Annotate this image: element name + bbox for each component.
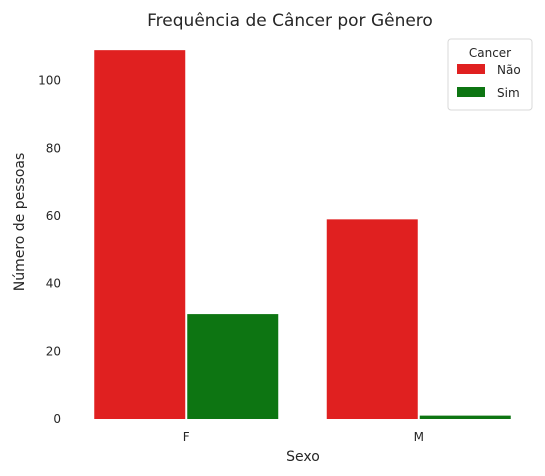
legend-swatch xyxy=(457,87,485,97)
legend-swatch xyxy=(457,64,485,74)
bar-F-Não xyxy=(94,50,186,419)
y-tick-label: 0 xyxy=(53,412,61,426)
y-tick-label: 20 xyxy=(46,344,61,358)
x-axis-label: Sexo xyxy=(286,449,320,465)
legend-title: Cancer xyxy=(469,46,511,60)
legend: Cancer Não Sim xyxy=(447,38,533,111)
bar-F-Sim xyxy=(187,314,279,419)
y-tick-label: 60 xyxy=(46,209,61,223)
bar-M-Não xyxy=(326,219,418,419)
chart-title: Frequência de Câncer por Gênero xyxy=(147,11,433,31)
bar-M-Sim xyxy=(419,415,511,419)
y-tick-label: 40 xyxy=(46,277,61,291)
bars-group xyxy=(94,50,511,419)
legend-label: Sim xyxy=(497,86,520,100)
y-tick-label: 100 xyxy=(38,74,61,88)
legend-label: Não xyxy=(497,63,521,77)
y-tick-label: 80 xyxy=(46,141,61,155)
x-tick-label: F xyxy=(183,430,190,444)
y-axis: 0 20 40 60 80 100 xyxy=(38,74,61,426)
x-tick-label: M xyxy=(414,430,424,444)
y-axis-label: Número de pessoas xyxy=(12,153,28,292)
